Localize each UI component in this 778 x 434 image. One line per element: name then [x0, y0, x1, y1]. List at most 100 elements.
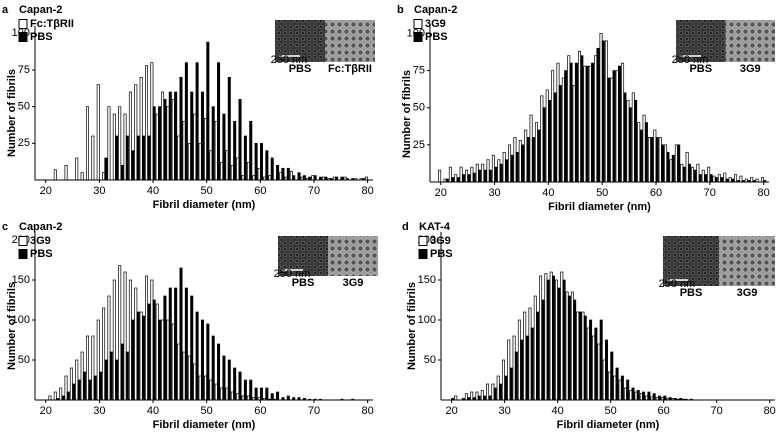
bar [531, 137, 535, 183]
bar [548, 99, 552, 183]
y-tick-label: 100 [418, 314, 436, 326]
bar [493, 387, 497, 401]
inset-left [275, 20, 325, 62]
bar [109, 351, 113, 401]
bar [666, 151, 670, 183]
bar [254, 387, 258, 401]
bar [265, 387, 269, 401]
bar [302, 175, 306, 181]
x-tick-label: 20 [435, 187, 447, 199]
bar [583, 315, 587, 401]
legend-label: PBS [430, 248, 453, 260]
bar [677, 144, 681, 183]
bar [254, 142, 258, 181]
x-tick-label: 50 [201, 185, 213, 197]
bar [158, 106, 162, 181]
bar [152, 299, 156, 401]
bar [131, 319, 135, 401]
bar [66, 391, 70, 401]
bar [698, 174, 702, 183]
x-tick-label: 30 [93, 405, 105, 417]
x-axis-label: Fibril diameter (nm) [153, 419, 256, 431]
bar [77, 379, 81, 401]
bar [158, 319, 162, 401]
legend-swatch [18, 32, 28, 42]
bar [147, 303, 151, 401]
bar [222, 355, 226, 401]
legend-label: 3G9 [430, 235, 451, 247]
bar [574, 62, 578, 183]
bar [104, 157, 108, 181]
x-tick-label: 60 [254, 405, 266, 417]
panel-title: Capan-2 [414, 4, 457, 16]
panel-title: Capan-2 [19, 4, 62, 16]
bar [488, 169, 492, 183]
bar [494, 166, 498, 183]
bar [704, 174, 708, 183]
y-tick-label: 50 [18, 354, 30, 366]
bar [265, 150, 269, 181]
bar [152, 106, 156, 181]
bar [454, 395, 458, 401]
panel-letter: a [2, 4, 9, 16]
bar [639, 129, 643, 183]
bar [591, 62, 595, 183]
bar [634, 99, 638, 183]
bar [286, 395, 290, 401]
bar [238, 98, 242, 181]
inset-label: Fc:TβRII [328, 63, 372, 75]
panel-letter: b [397, 4, 404, 16]
bar [80, 172, 84, 181]
bar [467, 174, 471, 183]
legend-label: 3G9 [425, 18, 446, 30]
bar [200, 91, 204, 181]
bar [190, 91, 194, 181]
bar [120, 343, 124, 401]
y-tick-label: 25 [18, 137, 30, 149]
bar [93, 375, 97, 401]
bar [564, 70, 568, 183]
bar [136, 311, 140, 401]
y-axis-label: Number of fibrils [6, 282, 18, 370]
bar [461, 174, 465, 183]
bar [610, 351, 614, 401]
bar [227, 76, 231, 181]
inset-label: 3G9 [737, 287, 758, 299]
x-axis-label: Fibril diameter (nm) [557, 419, 660, 431]
scale-bar-label: 250 nm [672, 54, 709, 66]
bar [179, 267, 183, 401]
legend-swatch [413, 32, 423, 42]
inset-label: PBS [680, 287, 703, 299]
bar [147, 135, 151, 181]
bar [276, 391, 280, 401]
bar [190, 295, 194, 401]
bar [174, 287, 178, 401]
bar [628, 107, 632, 183]
bar [217, 343, 221, 401]
inset-right [325, 20, 375, 62]
bar [53, 169, 57, 181]
bar [589, 319, 593, 401]
bar [483, 169, 487, 183]
x-tick-label: 60 [658, 405, 670, 417]
bar [542, 107, 546, 183]
bar [499, 163, 503, 183]
bar [96, 84, 100, 181]
bar [270, 393, 274, 401]
bar [48, 395, 52, 401]
bar [498, 383, 502, 401]
y-axis-label: Number of fibrils [406, 282, 418, 370]
bar [184, 287, 188, 401]
bar [249, 379, 253, 401]
bar [671, 154, 675, 183]
bar [607, 77, 611, 183]
bar [91, 135, 95, 181]
bar [125, 351, 129, 401]
bar [601, 40, 605, 183]
bar [217, 62, 221, 181]
bar [514, 351, 518, 401]
bar [233, 120, 237, 181]
bar [525, 335, 529, 401]
bar [620, 375, 624, 401]
